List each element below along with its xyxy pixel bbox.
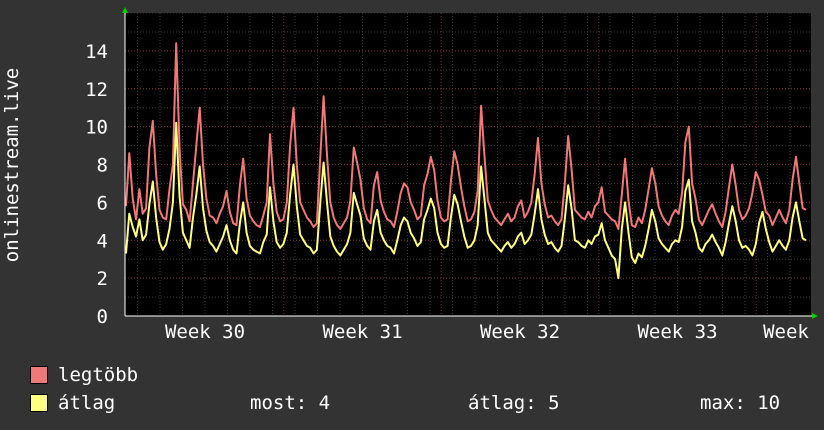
x-axis-arrow-icon: [812, 313, 818, 319]
y-tick-label: 6: [97, 192, 108, 214]
y-tick-label: 4: [97, 230, 108, 252]
stat-now: most: 4: [250, 392, 331, 414]
series-group: [125, 42, 807, 280]
x-tick-label: Week 32: [480, 321, 560, 343]
chart: 0 2 4 6 8 10 12 14 Week 30 Week 31 Week 32 Week 33…: [1, 7, 818, 343]
y-tick-label: 14: [85, 41, 108, 63]
stat-average: átlag: 5: [468, 392, 560, 414]
legend-label-max: legtöbb: [58, 364, 139, 386]
y-tick-label: 8: [97, 155, 108, 177]
grid: [125, 12, 811, 316]
x-tick-labels: Week 30 Week 31 Week 32 Week 33 Week: [165, 321, 809, 343]
axes: [122, 7, 818, 319]
y-tick-label: 0: [97, 306, 108, 328]
legend: legtöbb átlag most: 4 átlag: 5 max: 10: [30, 362, 810, 418]
y-tick-label: 2: [97, 268, 108, 290]
legend-swatch-avg: [30, 394, 48, 412]
legend-row-avg: átlag most: 4 átlag: 5 max: 10: [30, 390, 810, 418]
legend-swatch-max: [30, 366, 48, 384]
series-line-max: [125, 42, 807, 230]
legend-row-max: legtöbb: [30, 362, 810, 390]
series-line-avg: [125, 121, 807, 280]
y-axis-arrow-icon: [122, 7, 128, 13]
y-tick-labels: 0 2 4 6 8 10 12 14: [85, 41, 108, 328]
y-axis-label: onlinestream.live: [1, 68, 23, 262]
y-tick-label: 12: [85, 79, 108, 101]
x-tick-label: Week 31: [322, 321, 402, 343]
legend-label-avg: átlag: [58, 392, 116, 414]
x-tick-label: Week: [763, 321, 809, 343]
y-tick-label: 10: [85, 117, 108, 139]
stat-max: max: 10: [700, 392, 781, 414]
x-tick-label: Week 33: [637, 321, 717, 343]
x-tick-label: Week 30: [165, 321, 245, 343]
